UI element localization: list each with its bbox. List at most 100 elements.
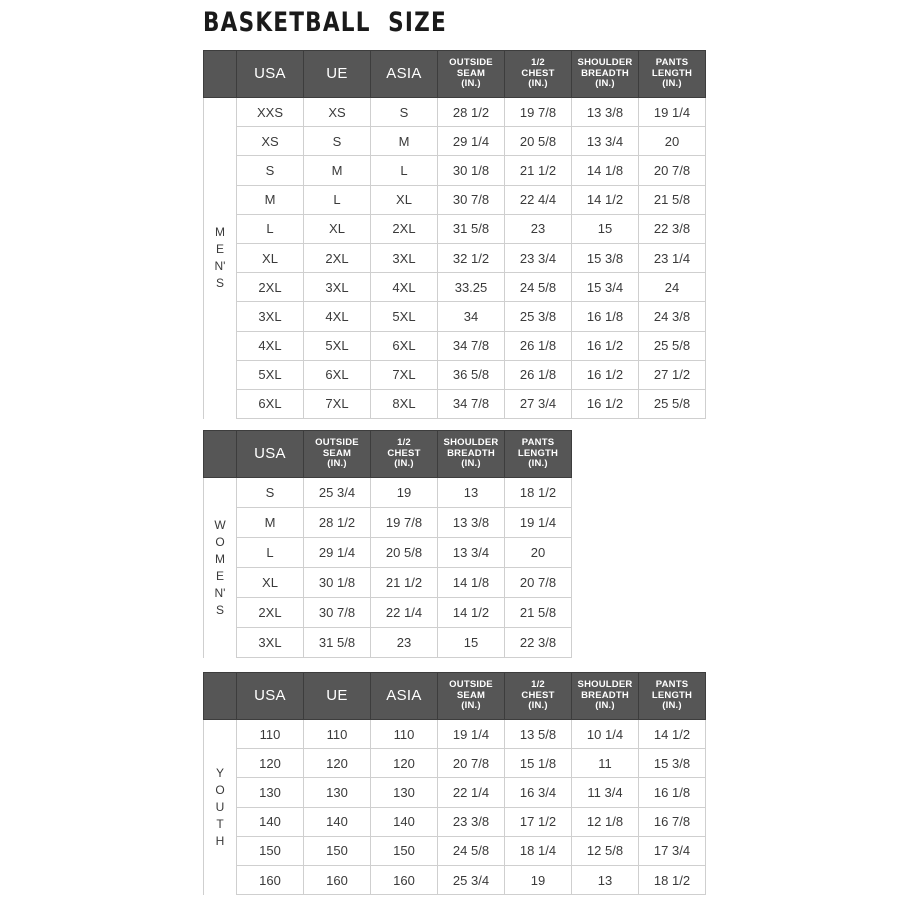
- table-row: XL 30 1/8 21 1/2 14 1/8 20 7/8: [204, 567, 572, 598]
- cell-shoulder: 15: [437, 627, 505, 658]
- cell-asia: 3XL: [370, 242, 438, 274]
- cell-shoulder: 13: [437, 477, 505, 508]
- cell-pants: 20 7/8: [504, 567, 572, 598]
- column-header-line: ASIA: [386, 686, 422, 704]
- column-header-usa: USA: [236, 50, 304, 98]
- column-header-chest: 1/2 CHEST (IN.): [504, 672, 572, 720]
- cell-shoulder: 12 5/8: [571, 835, 639, 866]
- column-header-line: 1/2: [531, 679, 545, 691]
- cell-outseam: 30 7/8: [437, 184, 505, 215]
- column-header-line: SEAM: [456, 67, 486, 79]
- table-row: S M L 30 1/8 21 1/2 14 1/8 20 7/8: [204, 155, 706, 186]
- column-header-outseam: OUTSIDE SEAM (IN.): [437, 50, 505, 98]
- column-header-ue: UE: [303, 672, 371, 720]
- cell-chest: 20 5/8: [370, 537, 438, 568]
- cell-shoulder: 13 3/4: [437, 537, 505, 568]
- table-row: XL 2XL 3XL 32 1/2 23 3/4 15 3/8 23 1/4: [204, 242, 706, 274]
- group-label-letter: O: [215, 534, 225, 549]
- cell-ue: 160: [303, 864, 371, 896]
- table-header-row: USA OUTSIDE SEAM (IN.) 1/2 CHEST (IN.) SHOULDER…: [203, 430, 572, 478]
- column-header-line: UE: [326, 686, 348, 704]
- cell-outseam: 34 7/8: [437, 330, 505, 361]
- cell-usa: L: [236, 213, 304, 244]
- cell-chest: 19: [370, 477, 438, 508]
- group-label-letter: Y: [215, 765, 224, 780]
- header-corner-cell: [203, 672, 237, 720]
- cell-ue: 120: [303, 748, 371, 779]
- cell-shoulder: 13 3/8: [437, 507, 505, 538]
- table-row: M E N' S XXS XS S 28 1/2 19 7/8 13 3/8 19 1/4: [203, 96, 706, 419]
- cell-ue: 130: [303, 777, 371, 808]
- cell-usa: XL: [236, 242, 304, 274]
- cell-pants: 25 5/8: [638, 330, 706, 361]
- column-header-line: USA: [254, 64, 286, 82]
- cell-usa: S: [236, 155, 304, 186]
- table-header-row: USA UE ASIA OUTSIDE SEAM (IN.) 1/2 CHEST (IN.) SH…: [203, 50, 706, 98]
- cell-outseam: 19 1/4: [437, 718, 505, 750]
- cell-outseam: 32 1/2: [437, 242, 505, 274]
- cell-asia: S: [370, 96, 438, 128]
- cell-usa: 150: [236, 835, 304, 866]
- column-header-line: (IN.): [461, 78, 481, 90]
- group-label-mens: M E N' S: [203, 97, 237, 419]
- column-header-line: (IN.): [528, 700, 548, 712]
- cell-outseam: 33.25: [437, 272, 505, 303]
- column-header-line: ASIA: [386, 64, 422, 82]
- cell-chest: 19 7/8: [370, 507, 438, 538]
- cell-pants: 20 7/8: [638, 155, 706, 186]
- group-label-letter: M: [215, 551, 225, 566]
- column-header-line: CHEST: [521, 67, 555, 79]
- cell-shoulder: 14 1/2: [571, 184, 639, 215]
- cell-outseam: 25 3/4: [303, 477, 371, 508]
- cell-chest: 19 7/8: [504, 96, 572, 128]
- cell-shoulder: 10 1/4: [571, 718, 639, 750]
- column-header-line: OUTSIDE: [449, 57, 493, 69]
- cell-ue: 2XL: [303, 242, 371, 274]
- cell-outseam: 31 5/8: [437, 213, 505, 244]
- cell-chest: 17 1/2: [504, 806, 572, 837]
- cell-pants: 19 1/4: [638, 96, 706, 128]
- cell-chest: 26 1/8: [504, 330, 572, 361]
- cell-shoulder: 14 1/8: [571, 155, 639, 186]
- column-header-line: SHOULDER: [577, 57, 633, 69]
- cell-asia: 7XL: [370, 359, 438, 390]
- group-label-stack: M E N' S: [204, 98, 236, 419]
- cell-usa: S: [236, 477, 304, 508]
- cell-pants: 21 5/8: [504, 597, 572, 628]
- cell-asia: M: [370, 126, 438, 157]
- column-header-line: (IN.): [461, 458, 481, 470]
- column-header-shoulder: SHOULDER BREADTH (IN.): [571, 50, 639, 98]
- group-label-letter: W: [214, 517, 226, 532]
- column-header-usa: USA: [236, 430, 304, 478]
- group-label-letter: H: [215, 833, 225, 848]
- cell-usa: L: [236, 537, 304, 568]
- column-header-chest: 1/2 CHEST (IN.): [370, 430, 438, 478]
- cell-asia: 160: [370, 864, 438, 896]
- column-header-shoulder: SHOULDER BREADTH (IN.): [571, 672, 639, 720]
- cell-shoulder: 13: [571, 864, 639, 896]
- cell-pants: 23 1/4: [638, 242, 706, 274]
- cell-chest: 22 1/4: [370, 597, 438, 628]
- table-row: XS S M 29 1/4 20 5/8 13 3/4 20: [204, 126, 706, 157]
- column-header-line: PANTS: [655, 679, 689, 691]
- column-header-line: CHEST: [387, 447, 421, 459]
- cell-pants: 18 1/2: [638, 864, 706, 896]
- column-header-chest: 1/2 CHEST (IN.): [504, 50, 572, 98]
- cell-shoulder: 13 3/4: [571, 126, 639, 157]
- cell-usa: 2XL: [236, 597, 304, 628]
- cell-asia: 120: [370, 748, 438, 779]
- column-header-line: SEAM: [322, 447, 352, 459]
- column-header-line: PANTS: [521, 437, 555, 449]
- cell-ue: XS: [303, 96, 371, 128]
- group-label-letter: S: [215, 602, 224, 617]
- column-header-pants: PANTS LENGTH (IN.): [638, 672, 706, 720]
- cell-outseam: 36 5/8: [437, 359, 505, 390]
- column-header-line: USA: [254, 686, 286, 704]
- cell-usa: 4XL: [236, 330, 304, 361]
- cell-pants: 20: [504, 537, 572, 568]
- cell-chest: 19: [504, 864, 572, 896]
- cell-chest: 23 3/4: [504, 242, 572, 274]
- column-header-asia: ASIA: [370, 50, 438, 98]
- column-header-line: OUTSIDE: [315, 437, 359, 449]
